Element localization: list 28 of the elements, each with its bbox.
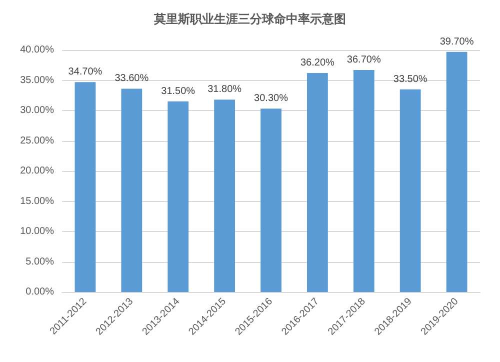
bar bbox=[353, 70, 374, 292]
data-label: 31.50% bbox=[161, 86, 196, 97]
data-label: 34.70% bbox=[68, 66, 102, 78]
data-label: 39.70% bbox=[440, 36, 474, 48]
bar bbox=[260, 108, 282, 292]
data-label: 36.70% bbox=[346, 54, 381, 66]
chart-title: 莫里斯职业生涯三分球命中率示意图 bbox=[153, 12, 346, 26]
bar bbox=[400, 89, 421, 292]
data-label: 36.20% bbox=[300, 57, 335, 68]
data-label: 30.30% bbox=[254, 93, 288, 104]
y-tick-label: 10.00% bbox=[20, 226, 54, 237]
bar bbox=[168, 101, 189, 292]
y-tick-label: 20.00% bbox=[20, 166, 54, 176]
data-label: 33.50% bbox=[393, 74, 428, 85]
y-tick-label: 15.00% bbox=[20, 196, 54, 207]
y-tick-label: 25.00% bbox=[20, 135, 54, 146]
bar bbox=[74, 82, 96, 292]
y-tick-label: 30.00% bbox=[20, 105, 54, 116]
data-label: 31.80% bbox=[208, 84, 242, 96]
y-tick-label: 5.00% bbox=[26, 256, 54, 268]
y-tick-label: 35.00% bbox=[20, 74, 54, 86]
y-tick-label: 40.00% bbox=[20, 44, 54, 56]
y-tick-label: 0.00% bbox=[26, 286, 54, 298]
bar bbox=[214, 100, 236, 292]
data-label: 33.60% bbox=[114, 73, 149, 84]
bar bbox=[446, 52, 468, 292]
bar bbox=[306, 72, 328, 292]
bar bbox=[121, 88, 142, 292]
